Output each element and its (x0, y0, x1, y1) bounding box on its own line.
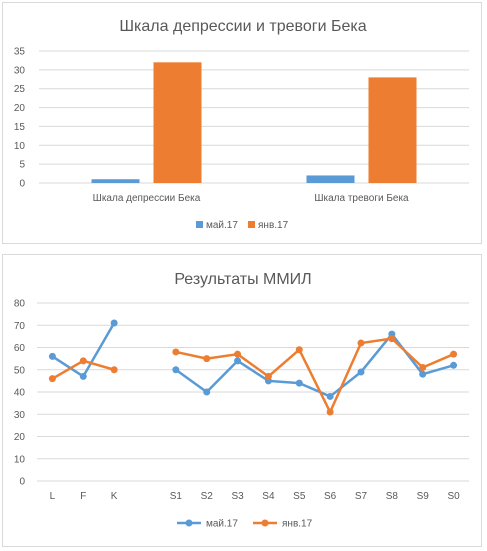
y-tick-label: 25 (14, 84, 26, 95)
data-point (48, 352, 56, 360)
legend-marker (185, 519, 193, 527)
y-tick-label: 10 (14, 141, 26, 152)
y-tick-label: 35 (14, 47, 26, 58)
x-tick-label: L (50, 491, 56, 502)
bar (153, 62, 202, 183)
x-tick-label: S6 (324, 491, 337, 502)
x-tick-label: K (111, 491, 118, 502)
chart-title: Результаты ММИЛ (174, 271, 311, 288)
data-point (295, 346, 303, 354)
chart-panel-beck: Шкала депрессии и тревоги Бека 0 5 10 15 20 2… (2, 2, 482, 244)
series-line (175, 337, 455, 414)
data-point (450, 361, 458, 369)
data-point (234, 350, 242, 358)
legend-label: янв.17 (258, 220, 289, 231)
x-tick-label: Шкала депрессии Бека (93, 193, 201, 204)
y-tick-label: 30 (14, 410, 26, 421)
data-point (110, 319, 118, 327)
beck-bar-chart: Шкала депрессии и тревоги Бека 0 5 10 15 20 2… (14, 18, 469, 231)
data-point (234, 357, 242, 365)
data-point (172, 366, 180, 374)
data-point (357, 368, 365, 376)
chart-panel-mmpi: Результаты ММИЛ 0 10 20 30 40 50 60 70 80 L F K S1 S2… (2, 254, 482, 547)
y-tick-label: 20 (14, 103, 26, 114)
x-tick-label: S9 (417, 491, 430, 502)
x-tick-label: S1 (170, 491, 183, 502)
y-tick-label: 10 (14, 454, 26, 465)
data-point (264, 372, 272, 380)
chart-title: Шкала депрессии и тревоги Бека (119, 18, 366, 35)
data-point (203, 388, 211, 396)
y-tick-label: 15 (14, 122, 26, 133)
data-point (203, 355, 211, 363)
legend-label: май.17 (206, 220, 238, 231)
y-tick-label: 0 (19, 179, 25, 190)
legend-label: май.17 (206, 519, 238, 530)
x-tick-label: Шкала тревоги Бека (314, 193, 409, 204)
data-point (450, 350, 458, 358)
data-point (326, 408, 334, 416)
x-tick-label: S4 (262, 491, 275, 502)
mmpi-line-chart: Результаты ММИЛ 0 10 20 30 40 50 60 70 80 L F K S1 S2… (14, 271, 469, 530)
data-point (295, 379, 303, 387)
legend-swatch (248, 221, 255, 228)
bar (306, 175, 355, 183)
y-tick-label: 0 (19, 477, 25, 488)
data-point (79, 372, 87, 380)
x-tick-label: F (80, 491, 86, 502)
x-tick-label: S5 (293, 491, 306, 502)
y-tick-label: 20 (14, 432, 26, 443)
legend-swatch (196, 221, 203, 228)
y-tick-label: 80 (14, 299, 26, 310)
x-tick-label: S2 (201, 491, 214, 502)
x-tick-label: S3 (231, 491, 244, 502)
bar (368, 77, 417, 183)
data-point (79, 357, 87, 365)
x-tick-label: S0 (447, 491, 460, 502)
x-tick-label: S7 (355, 491, 368, 502)
y-tick-label: 5 (19, 160, 25, 171)
x-tick-label: S8 (386, 491, 399, 502)
data-point (326, 392, 334, 400)
data-point (419, 364, 427, 372)
y-tick-label: 60 (14, 343, 26, 354)
legend-marker (261, 519, 269, 527)
bar (91, 179, 140, 183)
legend-label: янв.17 (282, 519, 313, 530)
y-tick-label: 70 (14, 321, 26, 332)
data-point (110, 366, 118, 374)
series-line (175, 332, 454, 398)
y-tick-label: 30 (14, 65, 26, 76)
data-point (357, 339, 365, 347)
data-point (172, 348, 180, 356)
y-tick-label: 40 (14, 388, 26, 399)
series-line (51, 322, 116, 378)
y-tick-label: 50 (14, 365, 26, 376)
data-point (419, 370, 427, 378)
data-point (388, 335, 396, 343)
data-point (48, 375, 56, 383)
